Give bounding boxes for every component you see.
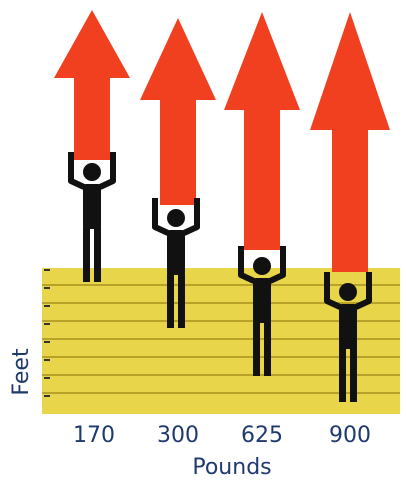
x-axis-label: Pounds bbox=[192, 455, 271, 480]
arrows bbox=[54, 10, 390, 272]
axis-ticks bbox=[44, 269, 50, 397]
column-label: 170 bbox=[73, 423, 115, 448]
column-label: 900 bbox=[329, 423, 371, 448]
y-axis-label: Feet bbox=[9, 348, 34, 396]
column-label: 300 bbox=[157, 423, 199, 448]
person bbox=[71, 152, 113, 282]
column-label: 625 bbox=[241, 423, 283, 448]
